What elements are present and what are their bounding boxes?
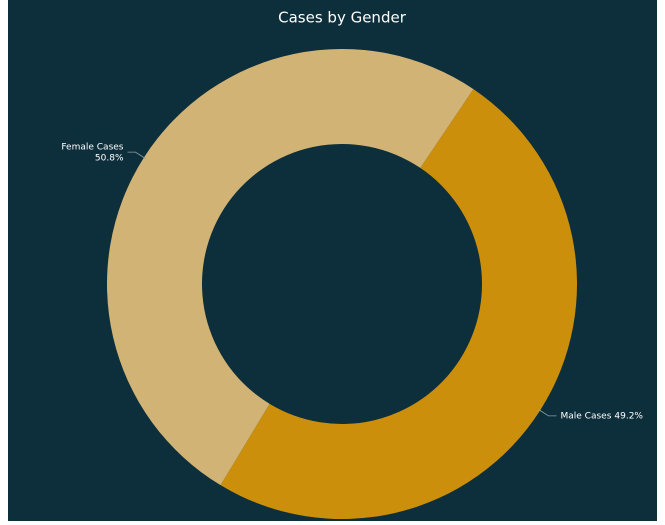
slice-value-label: 50.8% [95, 154, 124, 164]
donut-slice [106, 48, 474, 486]
leader-line [127, 151, 146, 159]
slice-label: Male Cases [560, 411, 611, 421]
leader-line [538, 409, 557, 417]
chart-title: Cases by Gender [278, 9, 407, 27]
donut-slice [220, 89, 577, 519]
slice-value-label: 49.2% [614, 411, 643, 421]
slice-label: Female Cases [61, 143, 123, 153]
